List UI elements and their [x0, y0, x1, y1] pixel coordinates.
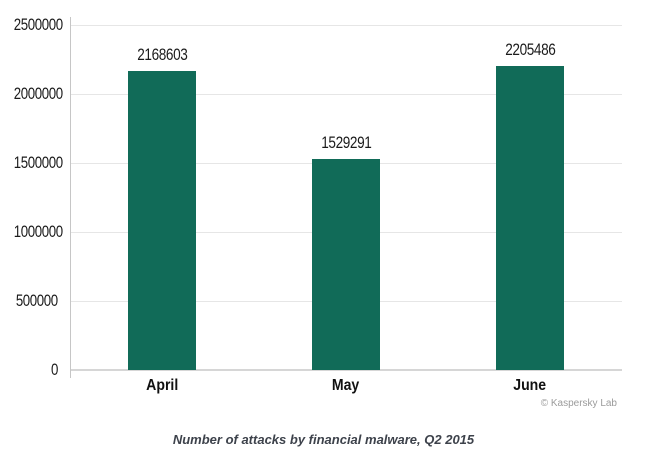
x-axis-category-text: May: [332, 377, 360, 394]
y-axis-tick-label: 1000000: [0, 223, 63, 240]
x-axis-category-label: May: [286, 376, 406, 396]
x-axis-baseline: [70, 369, 622, 371]
bar-june: [496, 65, 564, 370]
bar-value-text: 2168603: [136, 44, 188, 64]
y-axis-tick-text: 500000: [16, 291, 58, 310]
x-axis-category-label: April: [102, 376, 222, 396]
y-axis-tick-text: 2500000: [13, 15, 63, 34]
y-axis-tick-label: 2500000: [0, 16, 63, 33]
y-axis-line: [70, 17, 71, 378]
y-axis-tick-label: 500000: [0, 292, 58, 309]
y-axis-tick-text: 2000000: [13, 84, 63, 103]
bar-value-label: 2168603: [102, 45, 222, 65]
bar-value-label: 1529291: [286, 133, 406, 153]
bar-april: [128, 70, 196, 370]
x-axis-category-text: June: [513, 377, 547, 394]
x-axis-category-label: June: [470, 376, 590, 396]
y-axis-tick-label: 1500000: [0, 154, 63, 171]
y-axis-tick-text: 0: [51, 360, 58, 379]
x-axis-category-text: April: [145, 377, 179, 394]
gridline: [70, 25, 622, 26]
bar-value-label: 2205486: [470, 40, 590, 60]
chart-caption: Number of attacks by financial malware, …: [172, 432, 475, 447]
y-axis-tick-text: 1500000: [13, 153, 63, 172]
y-axis-tick-label: 2000000: [0, 85, 63, 102]
y-axis-tick-text: 1000000: [13, 222, 63, 241]
bar-value-text: 2205486: [504, 39, 556, 59]
y-axis-tick-label: 0: [0, 361, 58, 378]
copyright-label: © Kaspersky Lab: [540, 398, 617, 409]
bar-value-text: 1529291: [320, 132, 372, 152]
bar-may: [312, 158, 380, 370]
gridline: [70, 94, 622, 95]
